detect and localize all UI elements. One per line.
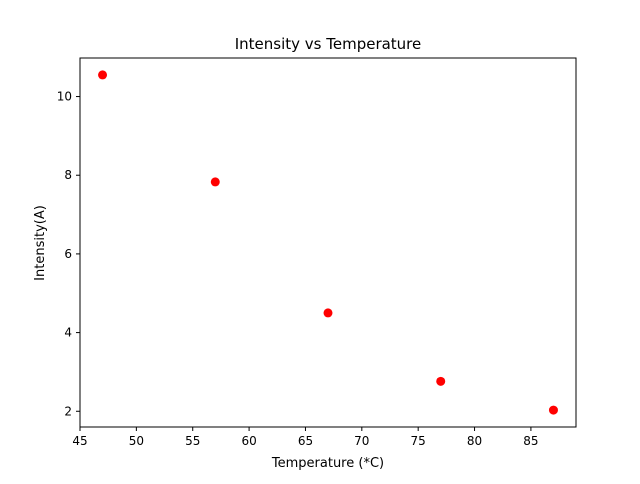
chart-title: Intensity vs Temperature — [235, 35, 422, 53]
y-axis-ticks: 2 4 6 8 10 — [57, 90, 80, 418]
x-tick-label: 85 — [523, 434, 538, 448]
data-point — [548, 405, 558, 415]
y-tick-label: 4 — [64, 326, 72, 340]
data-points — [98, 70, 558, 415]
x-axis-ticks: 45 50 55 60 65 70 75 80 85 — [72, 427, 539, 448]
y-tick-label: 8 — [64, 168, 72, 182]
x-tick-label: 55 — [185, 434, 200, 448]
y-tick-label: 2 — [64, 404, 72, 418]
x-tick-label: 45 — [72, 434, 87, 448]
data-point — [436, 376, 446, 386]
x-tick-label: 65 — [298, 434, 313, 448]
y-axis-label: Intensity(A) — [33, 205, 48, 281]
x-tick-label: 60 — [241, 434, 256, 448]
data-point — [210, 177, 220, 187]
data-point — [323, 308, 333, 318]
x-tick-label: 75 — [411, 434, 426, 448]
y-tick-label: 6 — [64, 247, 72, 261]
plot-frame — [79, 57, 577, 428]
y-tick-label: 10 — [57, 90, 72, 104]
data-point — [98, 70, 108, 80]
x-tick-label: 80 — [467, 434, 482, 448]
x-tick-label: 50 — [129, 434, 144, 448]
x-tick-label: 70 — [354, 434, 369, 448]
x-axis-label: Temperature (*C) — [271, 456, 384, 471]
